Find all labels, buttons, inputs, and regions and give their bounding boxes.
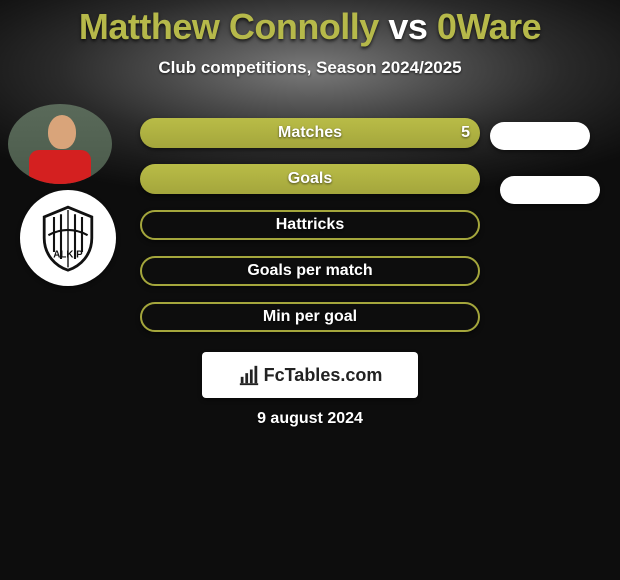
player1-avatar <box>8 104 112 184</box>
stat-bar: Matches 5 <box>140 118 480 148</box>
subtitle: Club competitions, Season 2024/2025 <box>0 58 620 78</box>
stat-row-goals: Goals <box>140 164 480 194</box>
date: 9 august 2024 <box>0 410 620 428</box>
stat-label: Min per goal <box>263 308 357 326</box>
stat-bar: Min per goal <box>140 302 480 332</box>
title-vs: vs <box>388 6 427 47</box>
source-logo[interactable]: FcTables.com <box>202 352 418 398</box>
stat-row-matches: Matches 5 <box>140 118 480 148</box>
stat-bar: Goals per match <box>140 256 480 286</box>
avatars: ALKIP <box>8 104 116 286</box>
stat-row-mpg: Min per goal <box>140 302 480 332</box>
club-shield-icon: ALKIP <box>33 203 103 273</box>
stat-right-pill-goals <box>500 176 600 204</box>
title-player1: Matthew Connolly <box>79 6 379 47</box>
stat-value-left: 5 <box>461 124 470 142</box>
stat-right-pill-matches <box>490 122 590 150</box>
stat-label: Goals per match <box>247 262 372 280</box>
stat-bars: Matches 5 Goals Hattricks Goals per matc… <box>140 118 480 348</box>
stat-row-gpm: Goals per match <box>140 256 480 286</box>
title-player2: 0Ware <box>437 6 541 47</box>
source-logo-text: FcTables.com <box>264 365 383 386</box>
content: Matthew Connolly vs 0Ware Club competiti… <box>0 0 620 580</box>
stat-bar: Goals <box>140 164 480 194</box>
player2-club-logo: ALKIP <box>20 190 116 286</box>
stat-bar: Hattricks <box>140 210 480 240</box>
svg-text:ALKIP: ALKIP <box>53 250 83 261</box>
bar-chart-icon <box>238 364 260 386</box>
stat-label: Hattricks <box>276 216 344 234</box>
stat-label: Goals <box>288 170 332 188</box>
page-title: Matthew Connolly vs 0Ware <box>0 0 620 48</box>
stat-row-hattricks: Hattricks <box>140 210 480 240</box>
stat-label: Matches <box>278 124 342 142</box>
